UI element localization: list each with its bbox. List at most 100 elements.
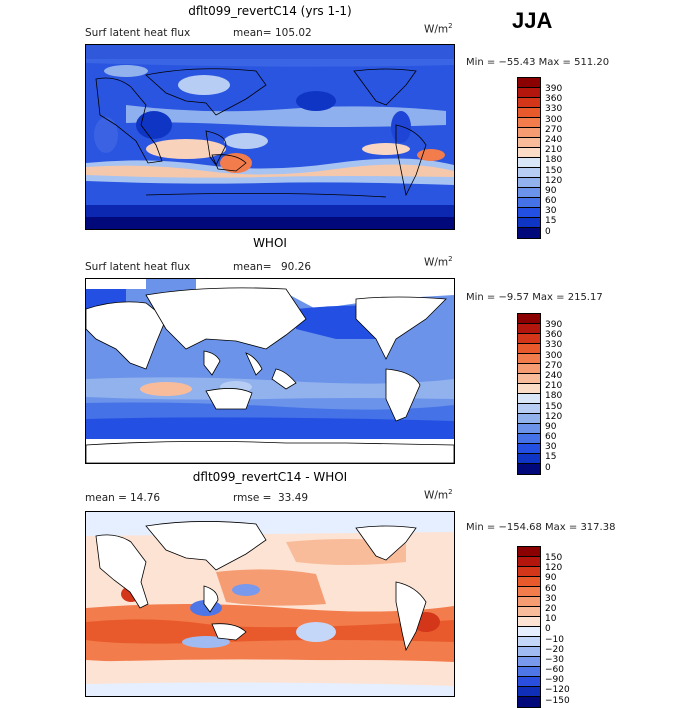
panel-3-units: W/m2: [424, 488, 453, 502]
colorbar-swatch: [518, 547, 540, 557]
colorbar-level-label: 390: [545, 320, 563, 330]
panel-3-rmse-label: rmse =: [233, 492, 272, 504]
panel-3-mean-value: 14.76: [130, 492, 161, 504]
colorbar-level-label: 390: [545, 84, 563, 94]
colorbar-level-label: 60: [545, 583, 557, 594]
panel-3-colorbar: [517, 546, 541, 708]
panel-2-map: [85, 278, 455, 464]
panel-2-minmax: Min = −9.57 Max = 215.17: [466, 292, 603, 303]
panel-2-colorbar-labels: 390 360 330 300 270 240 210 180 150 120 90 60 30 15 0: [545, 320, 562, 473]
colorbar-level-label: 30: [545, 206, 557, 217]
colorbar-level-label: 0: [545, 462, 551, 473]
colorbar-swatch: [518, 88, 540, 98]
colorbar-level-label: 30: [545, 442, 557, 453]
colorbar-swatch: [518, 627, 540, 637]
panel-1-mean-label: mean=: [233, 27, 272, 39]
colorbar-level-label: 30: [545, 593, 557, 604]
panel-3-map-svg: [86, 512, 454, 696]
colorbar-level-label: 90: [545, 573, 557, 584]
panel-2-colorbar: [517, 313, 541, 475]
colorbar-level-label: 0: [545, 226, 551, 237]
colorbar-swatch: [518, 454, 540, 464]
colorbar-level-label: −90: [545, 675, 564, 686]
panel-1-colorbar-labels: 390 360 330 300 270 240 210 180 150 120 90 60 30 15 0: [545, 84, 562, 237]
colorbar-swatch: [518, 78, 540, 88]
panel-1-minmax: Min = −55.43 Max = 511.20: [466, 57, 610, 68]
colorbar-level-label: 60: [545, 432, 557, 443]
colorbar-swatch: [518, 228, 540, 238]
colorbar-swatch: [518, 667, 540, 677]
colorbar-swatch: [518, 168, 540, 178]
panel-2-units: W/m2: [424, 255, 453, 269]
colorbar-swatch: [518, 647, 540, 657]
colorbar-level-label: 150: [545, 553, 563, 563]
colorbar-swatch: [518, 444, 540, 454]
colorbar-level-label: 15: [545, 452, 557, 463]
colorbar-swatch: [518, 677, 540, 687]
colorbar-swatch: [518, 567, 540, 577]
colorbar-swatch: [518, 354, 540, 364]
colorbar-swatch: [518, 637, 540, 647]
colorbar-level-label: 210: [545, 145, 563, 156]
colorbar-swatch: [518, 314, 540, 324]
colorbar-swatch: [518, 118, 540, 128]
colorbar-level-label: −60: [545, 665, 564, 676]
colorbar-swatch: [518, 607, 540, 617]
colorbar-level-label: 240: [545, 370, 563, 381]
colorbar-swatch: [518, 697, 540, 707]
panel-3-rmse-value: 33.49: [278, 492, 309, 504]
panel-1-map-svg: [86, 45, 454, 229]
colorbar-swatch: [518, 587, 540, 597]
colorbar-level-label: 0: [545, 624, 551, 635]
colorbar-level-label: 120: [545, 563, 563, 574]
colorbar-level-label: 10: [545, 614, 557, 625]
panel-3-minmax: Min = −154.68 Max = 317.38: [466, 522, 616, 533]
colorbar-swatch: [518, 218, 540, 228]
colorbar-swatch: [518, 188, 540, 198]
colorbar-swatch: [518, 324, 540, 334]
colorbar-level-label: 270: [545, 124, 563, 135]
panel-3-map: [85, 511, 455, 697]
colorbar-swatch: [518, 98, 540, 108]
panel-2-map-svg: [86, 279, 454, 463]
season-label: JJA: [512, 8, 553, 33]
colorbar-swatch: [518, 394, 540, 404]
colorbar-level-label: 60: [545, 196, 557, 207]
colorbar-swatch: [518, 657, 540, 667]
colorbar-level-label: 240: [545, 134, 563, 145]
colorbar-level-label: −20: [545, 644, 564, 655]
colorbar-level-label: −120: [545, 685, 570, 696]
colorbar-level-label: 300: [545, 114, 563, 125]
colorbar-swatch: [518, 178, 540, 188]
colorbar-swatch: [518, 414, 540, 424]
colorbar-swatch: [518, 148, 540, 158]
panel-2-mean-value: 90.26: [281, 261, 312, 273]
colorbar-level-label: 360: [545, 94, 563, 105]
colorbar-swatch: [518, 364, 540, 374]
colorbar-swatch: [518, 374, 540, 384]
colorbar-level-label: 120: [545, 175, 563, 186]
colorbar-level-label: −30: [545, 654, 564, 665]
colorbar-level-label: 90: [545, 185, 557, 196]
colorbar-level-label: 300: [545, 350, 563, 361]
panel-3-colorbar-labels: 150 120 90 60 30 20 10 0 −10 −20 −30 −60 −90 −120 −150: [545, 553, 570, 706]
panel-3-title: dflt099_revertC14 - WHOI: [192, 470, 348, 484]
colorbar-swatch: [518, 577, 540, 587]
colorbar-level-label: 15: [545, 216, 557, 227]
colorbar-swatch: [518, 557, 540, 567]
panel-1-mean-value: 105.02: [275, 27, 312, 39]
panel-2-mean-label: mean=: [233, 261, 272, 273]
panel-2-title: WHOI: [253, 236, 287, 250]
colorbar-swatch: [518, 434, 540, 444]
colorbar-level-label: 150: [545, 165, 563, 176]
colorbar-level-label: 270: [545, 360, 563, 371]
colorbar-level-label: −150: [545, 695, 570, 706]
colorbar-swatch: [518, 464, 540, 474]
colorbar-level-label: 180: [545, 391, 563, 402]
panel-1-variable-label: Surf latent heat flux: [85, 27, 191, 39]
colorbar-level-label: 210: [545, 381, 563, 392]
colorbar-swatch: [518, 597, 540, 607]
panel-1-units: W/m2: [424, 22, 453, 36]
colorbar-level-label: 180: [545, 155, 563, 166]
colorbar-swatch: [518, 208, 540, 218]
